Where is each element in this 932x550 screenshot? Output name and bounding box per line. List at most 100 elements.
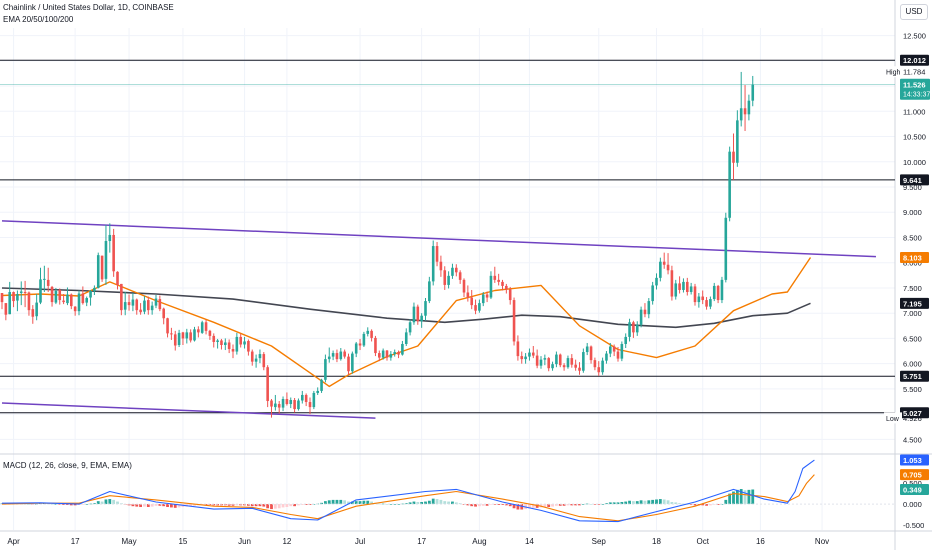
candle-body xyxy=(347,356,350,372)
level-tag: 12.012 xyxy=(900,54,929,66)
ema200-line xyxy=(1,287,811,329)
candle-body xyxy=(362,333,366,346)
level-tag: 5.027 xyxy=(900,407,929,419)
macd-histogram-bar xyxy=(578,504,581,506)
candle-body xyxy=(697,296,701,303)
candle xyxy=(466,285,470,302)
candle-body xyxy=(551,364,554,369)
candle xyxy=(23,280,27,308)
candle xyxy=(712,282,716,302)
candle xyxy=(366,327,370,337)
macd-value-tag: 0.705 xyxy=(900,469,929,481)
candle-body xyxy=(705,300,708,307)
candle-body xyxy=(736,120,739,163)
macd-histogram-bar xyxy=(258,504,262,507)
macd-histogram-bar xyxy=(474,504,477,507)
candle-body xyxy=(458,272,462,280)
candle xyxy=(354,341,358,358)
candle xyxy=(197,326,200,338)
candle-body xyxy=(162,308,165,319)
candle-body xyxy=(451,267,454,276)
time-tick-label: Nov xyxy=(815,537,829,546)
price-tick-label: 6.000 xyxy=(903,360,922,369)
macd-histogram-bar xyxy=(608,502,612,505)
macd-histogram-bar xyxy=(616,502,620,505)
horizontal-levels xyxy=(0,59,895,414)
currency-button[interactable]: USD xyxy=(900,4,928,20)
candle-body xyxy=(39,279,42,303)
candle-body xyxy=(308,402,312,408)
candle-body xyxy=(678,283,681,290)
candle xyxy=(582,348,585,373)
candle xyxy=(54,287,58,305)
candle xyxy=(682,278,685,293)
candle-body xyxy=(247,340,250,352)
candle-body xyxy=(354,343,358,354)
macd-histogram-bar xyxy=(439,499,443,505)
candle xyxy=(158,295,162,312)
macd-histogram-bar xyxy=(293,504,296,507)
candle xyxy=(351,351,354,374)
candle xyxy=(570,354,574,368)
candle-body xyxy=(343,351,346,357)
macd-histogram-bar xyxy=(662,499,666,505)
macd-histogram-bar xyxy=(670,501,674,505)
time-axis: Apr 17 May 15 Jun 12 Jul 17 Aug 14 Sep 18 Oct 16 Nov xyxy=(7,537,829,546)
macd-histogram-bar xyxy=(277,504,281,509)
candle-body xyxy=(320,379,323,391)
candle xyxy=(108,223,112,253)
candle xyxy=(493,266,497,283)
candle xyxy=(208,329,212,340)
macd-histogram-bar xyxy=(220,504,223,506)
macd-value-tag-bg xyxy=(900,469,929,481)
candle-body xyxy=(470,297,473,306)
high-label-bg xyxy=(884,66,902,78)
candle-body xyxy=(277,404,281,408)
price-tick-label: 4.500 xyxy=(903,435,922,444)
macd-histogram-bar xyxy=(404,503,408,505)
candle xyxy=(451,263,454,279)
price-tick-label: 11.000 xyxy=(903,107,925,116)
candle-body xyxy=(374,337,377,354)
candle-body xyxy=(455,267,458,273)
macd-histogram-bar xyxy=(335,499,339,505)
low-value: 4.926 xyxy=(903,414,922,423)
last-price-countdown: 14:33:37 xyxy=(903,92,930,99)
candle-body xyxy=(732,151,735,163)
candle-body xyxy=(670,270,674,297)
candle xyxy=(362,331,366,348)
macd-legend: MACD (12, 26, close, 9, EMA, EMA) xyxy=(3,461,132,470)
candle xyxy=(96,252,100,289)
time-tick-label: 17 xyxy=(417,537,426,546)
candle-body xyxy=(385,350,389,358)
candle-body xyxy=(70,294,73,307)
macd-histogram-bar xyxy=(431,498,435,505)
macd-histogram-bar xyxy=(728,493,732,505)
candle-body xyxy=(674,283,678,297)
candle xyxy=(674,279,678,300)
candle-body xyxy=(489,275,493,298)
candle xyxy=(200,320,204,334)
macd-histogram-bar xyxy=(739,489,743,505)
macd-signal-line xyxy=(1,474,815,522)
candle-body xyxy=(212,335,216,342)
macd-histogram-bar xyxy=(331,499,335,505)
macd-histogram-bar xyxy=(177,504,181,508)
candle xyxy=(320,378,323,393)
candle xyxy=(250,349,254,366)
macd-histogram-bar xyxy=(370,501,373,505)
macd-histogram-bar xyxy=(743,490,747,505)
candle-body xyxy=(424,301,427,316)
candle xyxy=(597,361,601,376)
candle-body xyxy=(185,332,189,339)
candle-body xyxy=(751,84,755,101)
macd-histogram-bar xyxy=(131,504,135,507)
macd-histogram-bar xyxy=(732,491,735,505)
candle-body xyxy=(589,346,593,361)
macd-histogram-bar xyxy=(250,504,254,507)
candle-body xyxy=(274,403,277,408)
macd-histogram-bar xyxy=(735,489,739,505)
candle xyxy=(293,397,296,413)
candle-body xyxy=(250,351,254,362)
